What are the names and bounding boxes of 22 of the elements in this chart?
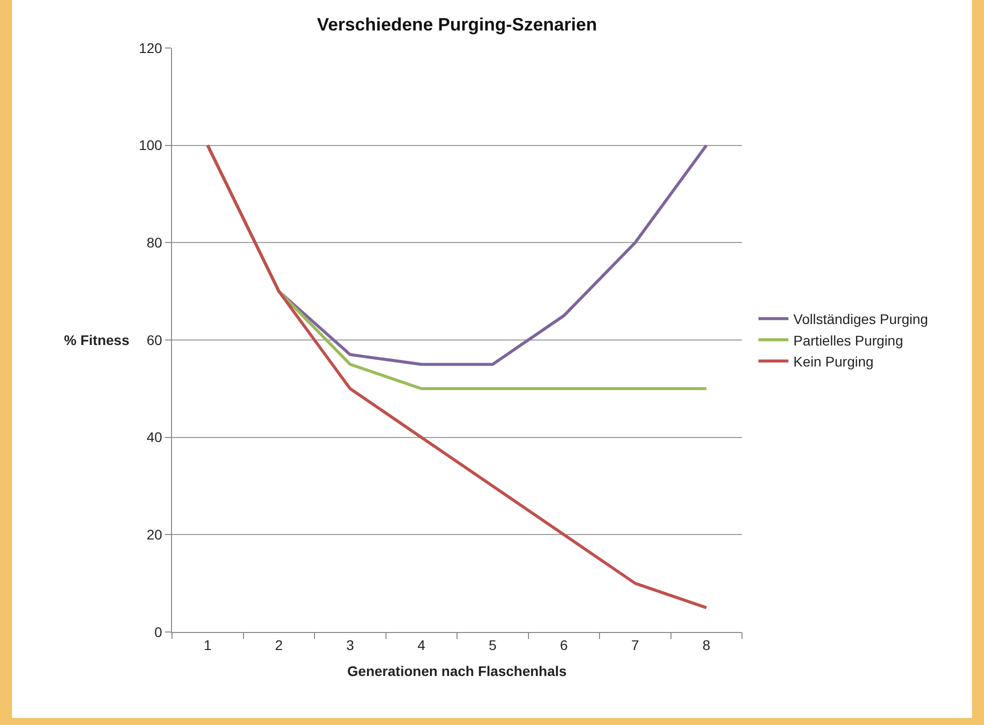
y-tick-label: 0 bbox=[154, 624, 162, 640]
legend-label: Vollständiges Purging bbox=[793, 311, 928, 328]
y-tick-label: 20 bbox=[146, 526, 162, 543]
x-tick-label: 5 bbox=[488, 636, 497, 653]
y-tick-label: 60 bbox=[146, 332, 162, 348]
legend-label: Kein Purging bbox=[793, 353, 874, 370]
x-tick-label: 6 bbox=[560, 636, 568, 653]
y-tick-label: 80 bbox=[146, 234, 162, 251]
x-tick-label: 3 bbox=[346, 636, 354, 653]
chart-title: Verschiedene Purging-Szenarien bbox=[316, 14, 598, 35]
x-tick-label: 2 bbox=[274, 636, 283, 653]
x-tick-label: 4 bbox=[417, 636, 426, 653]
y-tick-label: 40 bbox=[146, 429, 162, 446]
legend-label: Partielles Purging bbox=[793, 332, 904, 348]
x-tick-label: 1 bbox=[204, 636, 212, 653]
y-tick-label: 100 bbox=[138, 137, 162, 154]
y-tick-label: 120 bbox=[138, 40, 162, 56]
x-tick-label: 8 bbox=[702, 636, 710, 653]
line-series bbox=[206, 144, 708, 610]
x-tick-label: 7 bbox=[631, 636, 640, 653]
x-axis-title: Generationen nach Flaschenhals bbox=[347, 663, 567, 680]
y-axis-title: % Fitness bbox=[64, 332, 130, 348]
